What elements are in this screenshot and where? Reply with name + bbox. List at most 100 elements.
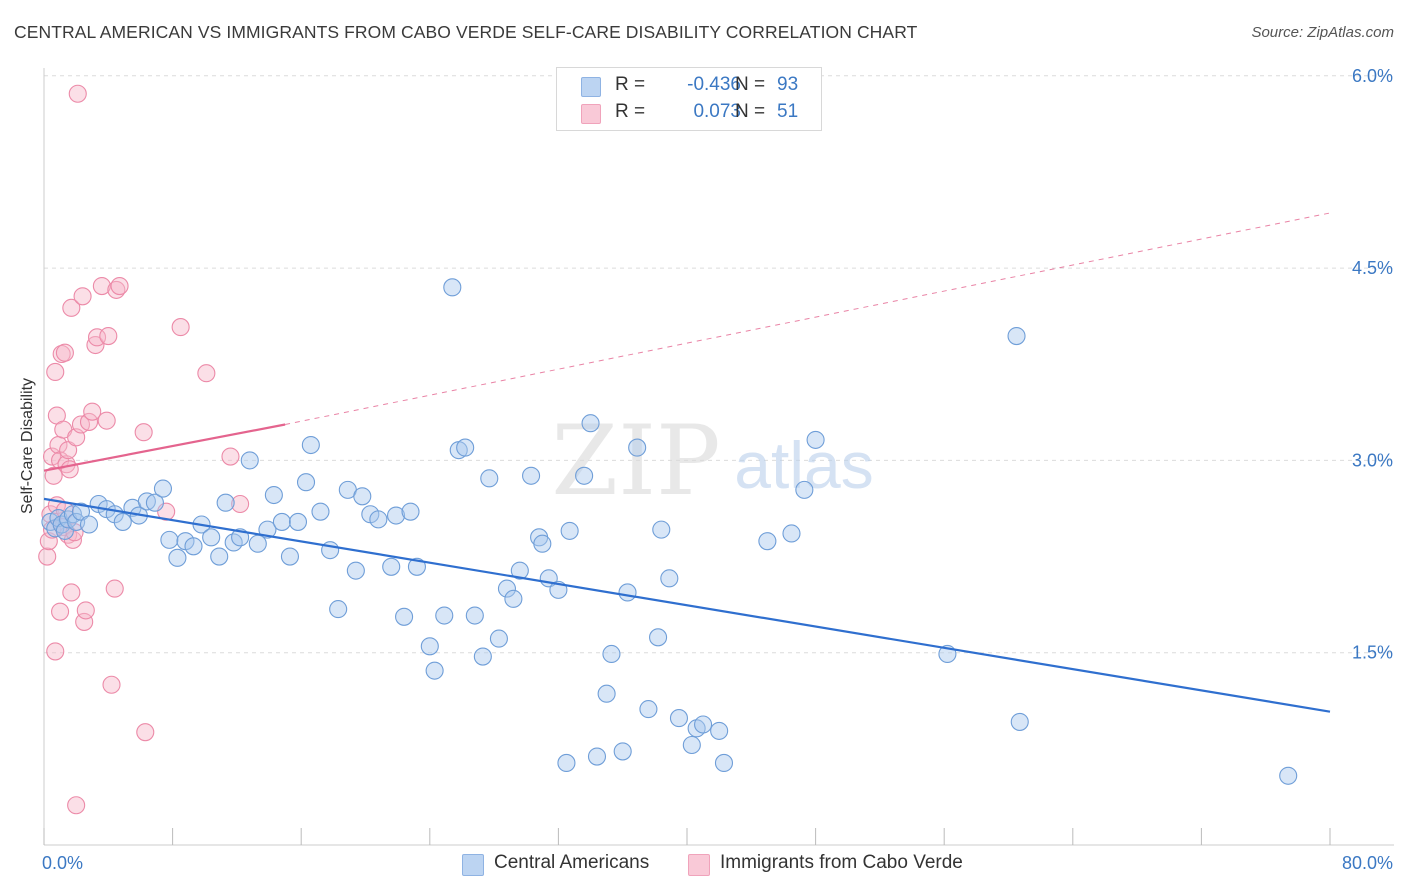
central-americans-point [401, 502, 420, 521]
cabo-verde-point [110, 276, 129, 296]
central-americans-point [560, 521, 579, 540]
central-americans-point [1010, 712, 1029, 731]
central-americans-point [782, 524, 801, 543]
chart-title: CENTRAL AMERICAN VS IMMIGRANTS FROM CABO… [14, 22, 918, 42]
y-axis-label: Self-Care Disability [19, 377, 36, 514]
cabo-verde-point [38, 547, 57, 566]
legend-swatch-pink [581, 104, 601, 124]
watermark-atlas: atlas [734, 428, 873, 502]
central-americans-point [489, 629, 508, 648]
central-americans-point [714, 753, 734, 773]
cabo-verde-point [76, 601, 95, 620]
cabo-verde-point [46, 642, 65, 661]
central-americans-point [682, 735, 701, 755]
bottom-legend-swatch-blue [462, 854, 484, 876]
cabo-verde-point [97, 411, 116, 430]
central-americans-point [465, 606, 484, 625]
cabo-verde-point [136, 723, 155, 742]
central-americans-point [272, 512, 291, 531]
central-americans-point [382, 557, 401, 576]
cabo-verde-point [62, 583, 81, 602]
central-americans-point [602, 644, 621, 664]
central-americans-point [575, 466, 594, 485]
cabo-verde-point [134, 423, 153, 442]
cabo-verde-point [59, 441, 78, 460]
central-americans-trend-line [43, 497, 1331, 713]
x-tick-label: 0.0% [42, 853, 83, 873]
trend-lines [43, 212, 1331, 713]
central-americans-point [407, 557, 426, 576]
central-americans-point [258, 520, 277, 539]
central-americans-point [480, 469, 499, 488]
watermark-zip: ZIP [551, 405, 720, 517]
central-americans-point [522, 466, 541, 485]
central-americans-point [669, 709, 689, 728]
central-americans-point [210, 547, 229, 566]
central-americans-point [425, 661, 444, 680]
central-americans-point [420, 637, 439, 656]
central-americans-point [694, 715, 713, 734]
central-americans-point [160, 530, 179, 549]
central-americans-point [311, 502, 330, 521]
central-americans-point [202, 528, 221, 547]
central-americans-point [510, 561, 529, 580]
cabo-verde-point [171, 318, 190, 337]
central-americans-point [184, 537, 203, 556]
cabo-verde-point [51, 602, 70, 621]
central-americans-point [386, 506, 406, 525]
legend-n-value: 93 [777, 74, 799, 95]
central-americans-point [153, 479, 173, 498]
cabo-verde-point [197, 364, 216, 383]
central-americans-point [660, 569, 679, 588]
cabo-verde-point [68, 84, 87, 103]
legend-swatch-blue [581, 77, 601, 97]
cabo-verde-point [99, 326, 118, 346]
central-americans-point [280, 547, 299, 566]
central-americans-point [795, 480, 814, 499]
legend-r-value: 0.073 [693, 101, 741, 122]
cabo-verde-point [46, 362, 65, 381]
gridlines [44, 75, 1394, 654]
central-americans-point [504, 589, 523, 608]
central-americans-point [168, 548, 187, 567]
central-americans-point [1279, 766, 1298, 785]
central-americans-point [435, 606, 454, 625]
central-americans-point [806, 430, 825, 449]
central-americans-point [456, 438, 475, 457]
central-americans-point [395, 607, 414, 626]
central-americans-point [710, 721, 729, 740]
legend-r-label: R = [615, 74, 646, 95]
central-americans-points [41, 278, 1298, 785]
cabo-verde-point [83, 402, 102, 421]
central-americans-point [618, 583, 637, 602]
cabo-verde-point [75, 612, 94, 631]
central-americans-point [288, 512, 308, 531]
y-tick-label: 4.5% [1352, 258, 1393, 278]
central-americans-point [587, 747, 607, 766]
y-tick-label: 3.0% [1352, 450, 1393, 470]
x-tick-label: 80.0% [1342, 853, 1393, 873]
cabo-verde-point [67, 796, 86, 815]
central-americans-point [652, 520, 671, 539]
central-americans-point [639, 700, 658, 719]
cabo-verde-point [62, 298, 81, 317]
y-tick-label: 1.5% [1352, 643, 1393, 663]
central-americans-point [329, 600, 348, 619]
central-americans-point [79, 515, 99, 534]
cabo-verde-trend-extension [285, 212, 1331, 425]
central-americans-point [113, 512, 132, 531]
cabo-verde-point [55, 343, 74, 362]
central-americans-point [533, 534, 552, 553]
watermark: ZIP atlas [551, 405, 873, 517]
bottom-legend-label: Central Americans [494, 852, 650, 873]
source-label: Source: ZipAtlas.com [1251, 24, 1394, 41]
central-americans-point [758, 532, 777, 551]
y-tick-label: 6.0% [1352, 66, 1393, 86]
correlation-legend: R = -0.436 N = 93 R = 0.073 N = 51 [556, 67, 822, 131]
central-americans-point [369, 510, 388, 529]
central-americans-point [145, 493, 164, 512]
cabo-verde-point [231, 494, 250, 514]
central-americans-point [296, 473, 316, 492]
central-americans-point [628, 438, 647, 457]
legend-r-value: -0.436 [687, 74, 741, 95]
